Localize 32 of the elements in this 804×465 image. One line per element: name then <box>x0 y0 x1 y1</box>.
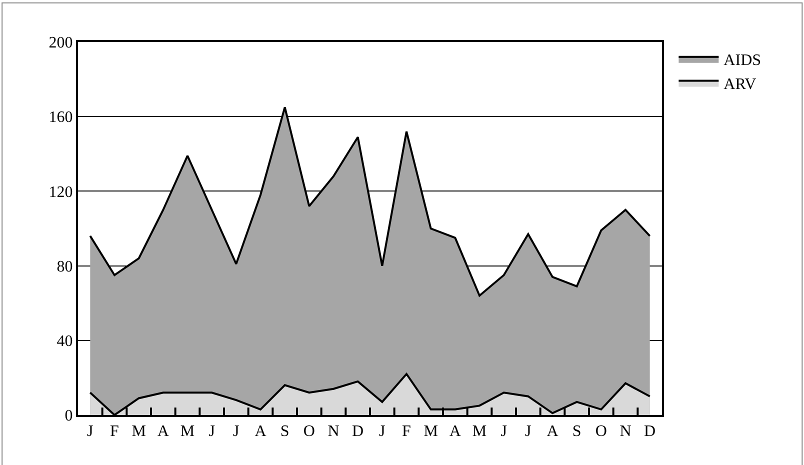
x-tick-label: J <box>500 423 507 440</box>
legend-label: ARV <box>724 76 757 93</box>
x-tick-label: J <box>87 423 94 440</box>
x-tick-label: A <box>157 423 170 440</box>
x-tick-label: M <box>132 423 146 440</box>
x-tick-label: O <box>303 423 315 440</box>
x-tick-label: N <box>620 423 632 440</box>
x-tick-label: M <box>472 423 487 440</box>
x-tick-label: J <box>233 423 240 440</box>
x-tick-label: O <box>595 423 607 440</box>
x-tick-label: A <box>546 423 559 440</box>
y-tick-label: 160 <box>48 109 73 126</box>
x-tick-label: S <box>280 423 290 440</box>
x-tick-label: D <box>644 423 656 440</box>
x-tick-label: A <box>254 423 267 440</box>
x-tick-label: M <box>180 423 195 440</box>
x-tick-label: J <box>525 423 532 440</box>
x-tick-label: A <box>449 423 462 440</box>
legend-label: AIDS <box>724 52 762 70</box>
x-tick-label: M <box>424 423 438 440</box>
y-tick-label: 80 <box>56 258 73 276</box>
x-tick-label: D <box>352 423 364 440</box>
y-tick-label: 200 <box>48 34 73 52</box>
y-tick-label: 120 <box>48 184 73 201</box>
y-tick-label: 40 <box>56 333 73 350</box>
x-tick-label: F <box>402 423 412 440</box>
x-tick-label: F <box>110 423 120 440</box>
y-tick-label: 0 <box>64 408 73 425</box>
x-tick-label: J <box>208 423 215 440</box>
x-tick-label: N <box>328 423 340 440</box>
x-tick-label: S <box>572 423 582 440</box>
x-tick-label: J <box>379 423 386 440</box>
